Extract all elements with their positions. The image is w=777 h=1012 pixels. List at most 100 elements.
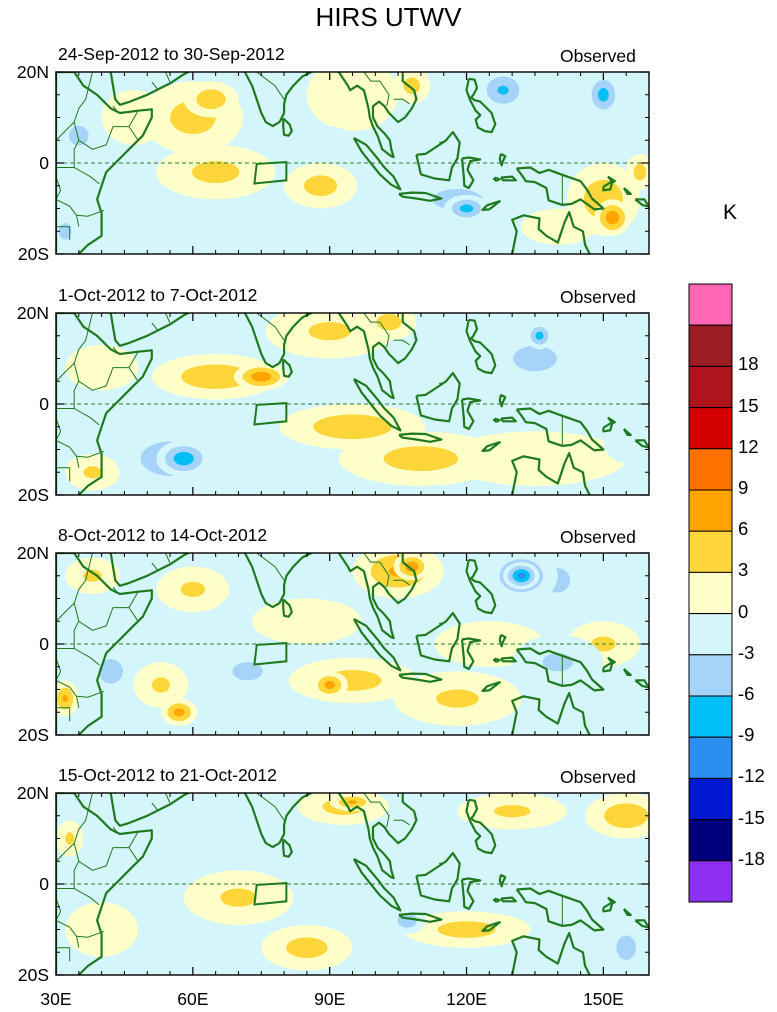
- coastline: [499, 656, 517, 663]
- y-tick-label: 0: [39, 634, 49, 654]
- map-panel-4: [55, 792, 650, 976]
- positive-anomaly: [313, 414, 392, 439]
- coastline: [352, 858, 402, 912]
- coastline: [499, 416, 517, 423]
- colorbar-swatch: [688, 324, 733, 367]
- coastline: [109, 553, 189, 587]
- country-border: [73, 648, 100, 666]
- region-box: [253, 402, 288, 426]
- country-border: [56, 226, 71, 241]
- positive-anomaly: [436, 689, 479, 708]
- country-border: [439, 621, 447, 624]
- positive-anomaly: [383, 446, 459, 472]
- colorbar-label: -15: [738, 806, 765, 828]
- negative-anomaly: [535, 331, 544, 340]
- coastline: [238, 72, 312, 128]
- coastline: [465, 77, 497, 134]
- positive-anomaly: [437, 921, 496, 938]
- coastline: [602, 661, 614, 673]
- coastline: [398, 191, 443, 202]
- country-border: [56, 707, 71, 722]
- coastline: [515, 407, 605, 452]
- y-tick-label: 20N: [16, 62, 49, 82]
- negative-anomaly: [74, 413, 129, 450]
- y-tick-label: 20N: [16, 543, 49, 563]
- coastline: [415, 612, 461, 663]
- colorbar-label: 12: [738, 435, 759, 457]
- positive-anomaly: [604, 803, 649, 828]
- negative-anomaly: [598, 88, 609, 102]
- country-border: [393, 339, 410, 346]
- country-border: [56, 842, 75, 862]
- x-tick-label: 150E: [582, 989, 624, 1009]
- coastline: [607, 175, 616, 184]
- colorbar-label: 15: [738, 394, 759, 416]
- coastline: [622, 668, 632, 676]
- country-border: [439, 140, 447, 143]
- positive-anomaly: [191, 161, 240, 184]
- country-border: [73, 167, 100, 185]
- colorbar-label: 9: [738, 477, 749, 498]
- coastline: [56, 793, 153, 975]
- colorbar-swatch: [688, 654, 733, 697]
- colorbar-swatch: [688, 283, 733, 326]
- coastline: [511, 692, 591, 735]
- country-border: [151, 81, 159, 91]
- coastline: [515, 647, 605, 692]
- positive-anomaly: [220, 888, 257, 907]
- coastline: [415, 852, 461, 903]
- country-border: [56, 121, 75, 141]
- country-border: [73, 888, 100, 906]
- colorbar-swatch: [688, 530, 733, 573]
- country-border: [112, 586, 118, 593]
- country-border: [151, 322, 159, 332]
- country-border: [256, 313, 285, 341]
- country-border: [393, 819, 410, 826]
- country-border: [56, 176, 80, 227]
- y-tick-label: 20N: [16, 783, 49, 803]
- country-border: [151, 562, 159, 572]
- positive-anomaly: [605, 210, 620, 225]
- coastline: [622, 908, 632, 916]
- positive-anomaly: [286, 937, 328, 959]
- coastline: [511, 452, 591, 495]
- country-border: [256, 793, 285, 821]
- country-border: [128, 591, 139, 608]
- coastline: [602, 180, 614, 192]
- coastline: [415, 372, 461, 423]
- coastline: [56, 72, 153, 254]
- coastline: [109, 72, 189, 106]
- coastline: [498, 633, 507, 648]
- map-field: [56, 313, 649, 495]
- coastline: [460, 877, 482, 911]
- colorbar-swatch: [688, 613, 733, 656]
- country-border: [112, 826, 118, 833]
- map-field: [56, 553, 649, 735]
- country-border: [363, 793, 390, 828]
- colorbar-label: 3: [738, 559, 749, 581]
- positive-anomaly: [493, 805, 531, 818]
- coastline: [492, 417, 501, 423]
- region-box: [253, 161, 288, 185]
- country-border: [76, 690, 105, 698]
- positive-anomaly: [324, 680, 336, 689]
- coastline: [634, 198, 649, 208]
- country-border: [363, 553, 390, 588]
- region-box: [253, 882, 288, 906]
- negative-anomaly: [603, 417, 649, 464]
- panel-tag: Observed: [560, 767, 636, 787]
- negative-anomaly: [115, 824, 225, 898]
- positive-anomaly: [151, 677, 171, 693]
- colorbar-label: 6: [738, 518, 749, 540]
- positive-anomaly: [65, 832, 75, 845]
- country-border: [73, 553, 139, 631]
- country-border: [112, 105, 118, 112]
- positive-anomaly: [62, 694, 68, 703]
- panel-period: 24-Sep-2012 to 30-Sep-2012: [58, 44, 285, 64]
- country-border: [363, 313, 390, 348]
- negative-anomaly: [68, 125, 89, 146]
- coastline: [238, 313, 312, 369]
- positive-anomaly: [181, 364, 251, 389]
- coastline: [602, 901, 614, 913]
